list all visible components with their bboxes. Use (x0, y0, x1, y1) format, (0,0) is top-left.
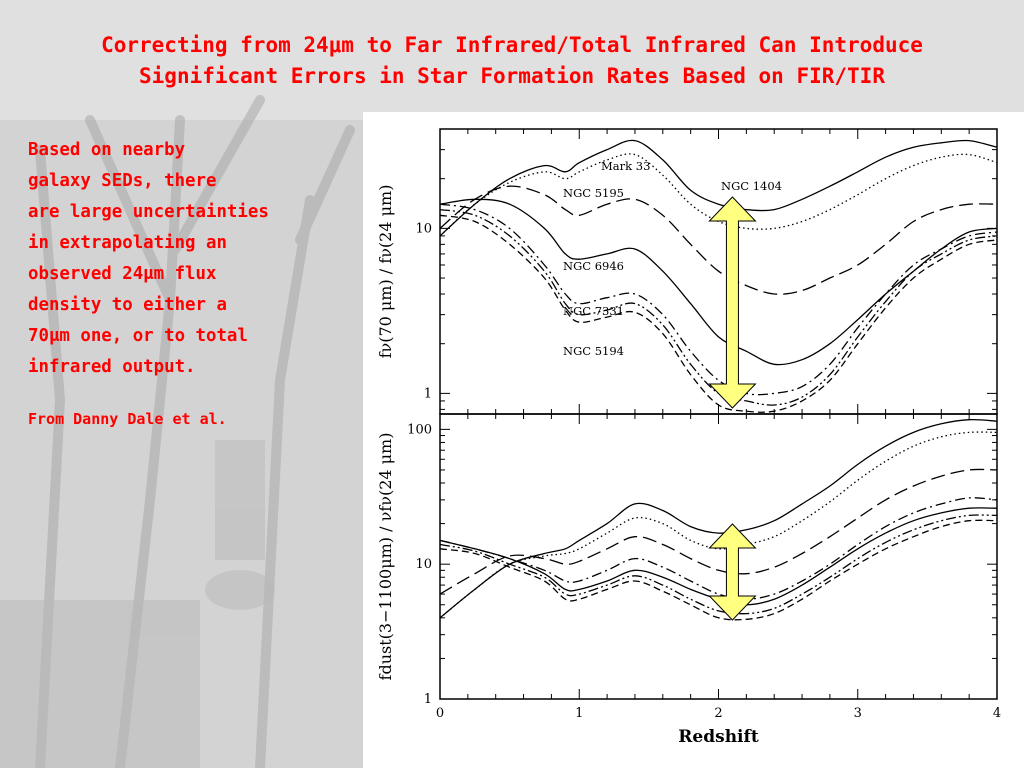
sed-ratio-figure: 1 10 fν(70 μm) / fν(24 μm) Mark 33 NGC 5195 N… (363, 112, 1024, 768)
series-line-top (439, 208, 998, 406)
series-line-top (439, 203, 998, 396)
slide-title-line1: Correcting from 24μm to Far Infrared/Tot… (101, 33, 923, 57)
x-tick-label: 0 (436, 706, 444, 721)
series-line-top (439, 153, 998, 237)
double-arrow-icon (708, 196, 757, 409)
series-line-bottom (439, 431, 998, 619)
series-label: NGC 7331 (563, 304, 624, 318)
y-tick-label: 100 (407, 422, 432, 437)
series-line-bottom (439, 519, 998, 621)
body-line: galaxy SEDs, there (28, 171, 217, 191)
y-axis-label: fdust(3−1100μm) / νfν(24 μm) (376, 433, 395, 681)
body-line: Based on nearby (28, 140, 186, 160)
series-label: NGC 5195 (563, 186, 624, 200)
series-label: NGC 6946 (563, 259, 624, 273)
y-axis-label: fν(70 μm) / fν(24 μm) (376, 185, 395, 359)
x-tick-label: 2 (714, 706, 722, 721)
y-tick-label: 1 (424, 692, 432, 707)
series-line-top (439, 198, 998, 366)
series-label: NGC 5194 (563, 344, 624, 358)
series-line-bottom (439, 418, 998, 619)
y-tick-label: 10 (415, 221, 432, 236)
chart-arrows (708, 196, 757, 621)
body-line: infrared output. (28, 357, 196, 377)
body-line: in extrapolating an (28, 233, 227, 253)
series-line-top (439, 214, 998, 413)
series-label: Mark 33 (601, 159, 650, 173)
plot-frame-bottom (439, 413, 998, 700)
y-tick-label: 10 (415, 557, 432, 572)
x-tick-label: 1 (575, 706, 583, 721)
double-arrow-icon (708, 523, 757, 621)
x-tick-label: 4 (993, 706, 1001, 721)
slide-title: Correcting from 24μm to Far Infrared/Tot… (0, 30, 1024, 92)
chart-frames (439, 128, 998, 700)
body-line: observed 24μm flux (28, 264, 217, 284)
x-axis-label: Redshift (678, 727, 759, 747)
slide-title-line2: Significant Errors in Star Formation Rat… (139, 64, 885, 88)
series-line-bottom (439, 507, 998, 606)
series-label: NGC 1404 (721, 179, 782, 193)
x-tick-label: 3 (854, 706, 862, 721)
series-line-top (439, 185, 998, 295)
series-line-bottom (439, 497, 998, 600)
body-line: 70μm one, or to total (28, 326, 248, 346)
credit-text: From Danny Dale et al. (28, 410, 227, 428)
series-line-bottom (439, 514, 998, 615)
y-tick-label: 1 (424, 386, 432, 401)
series-line-bottom (439, 468, 998, 595)
slide-body-text: Based on nearby galaxy SEDs, there are l… (28, 135, 328, 383)
body-line: are large uncertainties (28, 202, 269, 222)
series-line-top (439, 139, 998, 237)
body-line: density to either a (28, 295, 227, 315)
